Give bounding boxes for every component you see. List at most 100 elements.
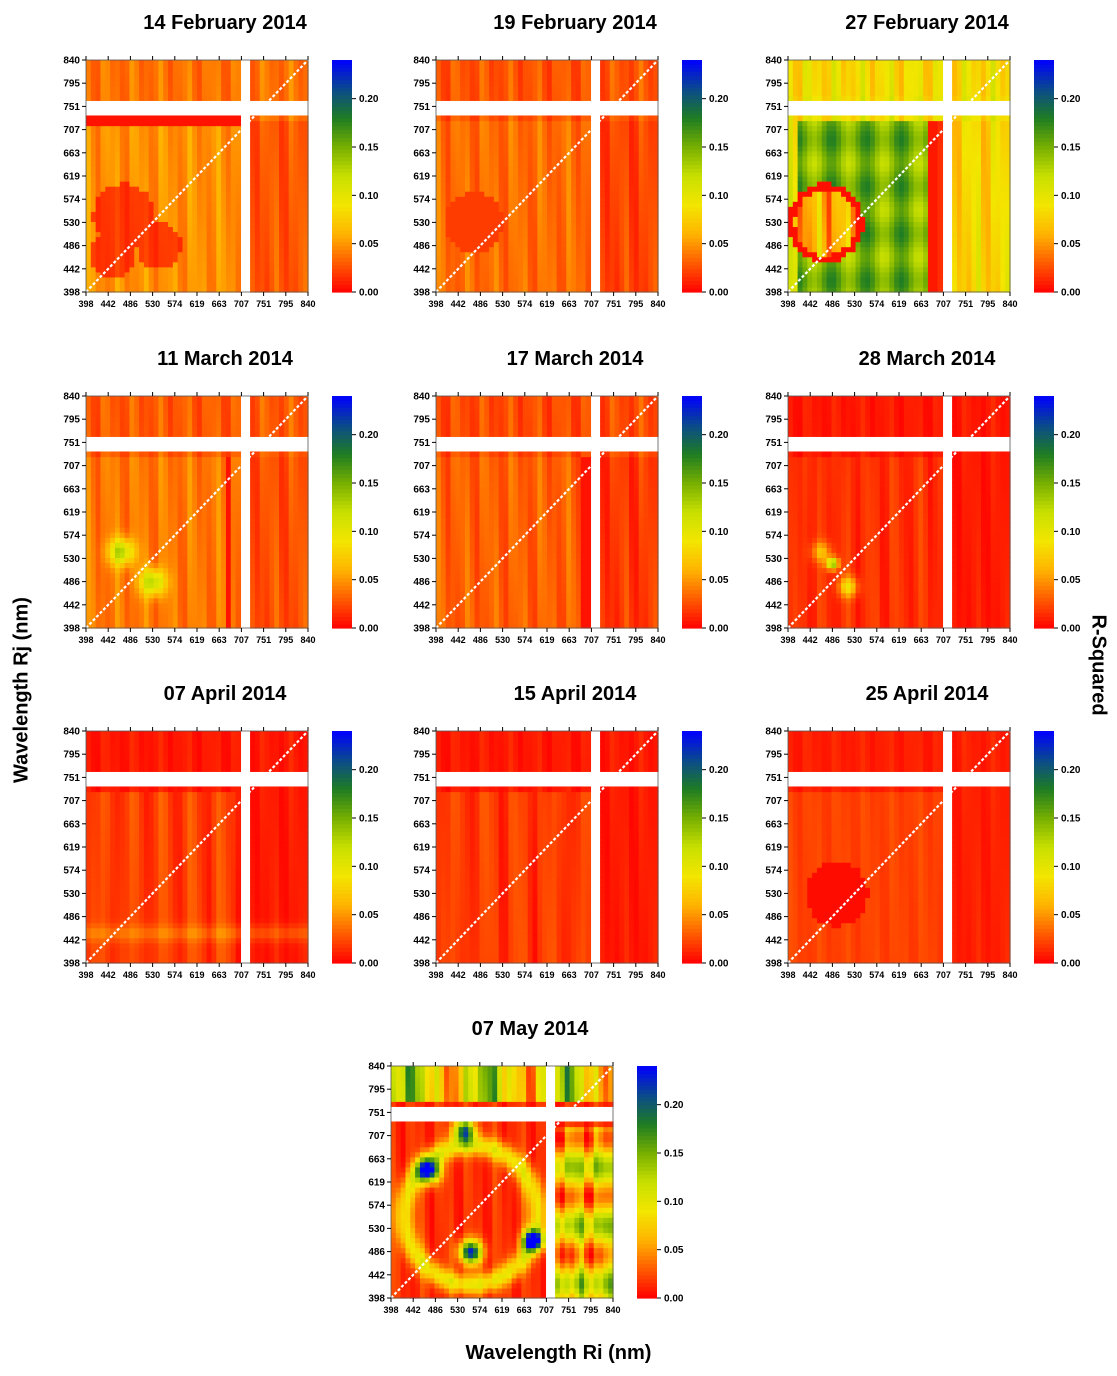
heatmap-cell: [826, 241, 833, 248]
heatmap-cell: [445, 150, 452, 157]
heatmap-cell: [551, 241, 558, 248]
heatmap-cell: [230, 115, 237, 122]
heatmap-cell: [172, 155, 179, 162]
heatmap-cell: [542, 90, 548, 96]
heatmap-cell: [580, 256, 587, 263]
heatmap-cell: [580, 125, 587, 132]
heatmap-cell: [614, 170, 620, 177]
heatmap-cell: [172, 261, 179, 268]
heatmap-cell: [551, 281, 558, 288]
heatmap-cell: [489, 125, 495, 132]
heatmap-cell: [575, 191, 582, 197]
heatmap-cell: [254, 191, 261, 197]
heatmap-cell: [216, 196, 222, 202]
heatmap-cell: [841, 90, 847, 96]
heatmap-cell: [802, 191, 808, 197]
heatmap-cell: [547, 191, 553, 197]
heatmap-cell: [850, 170, 857, 177]
heatmap-cell: [619, 256, 625, 263]
heatmap-cell: [124, 130, 131, 137]
heatmap-cell: [95, 130, 102, 137]
colorbar-swatch: [682, 129, 702, 135]
heatmap-cell: [274, 256, 280, 263]
heatmap-cell: [221, 70, 227, 76]
heatmap-cell: [532, 181, 538, 187]
heatmap-cell: [870, 140, 876, 147]
heatmap-cell: [580, 145, 587, 152]
heatmap-cell: [254, 165, 261, 172]
heatmap-cell: [114, 165, 121, 172]
colorbar-swatch: [332, 179, 352, 185]
heatmap-cell: [836, 191, 842, 197]
heatmap-cell: [551, 271, 558, 278]
heatmap-cell: [561, 140, 567, 147]
heatmap-cell: [484, 90, 490, 96]
heatmap-cell: [86, 201, 92, 207]
heatmap-cell: [86, 75, 92, 81]
heatmap-cell: [585, 181, 592, 187]
heatmap-cell: [532, 125, 538, 132]
heatmap-cell: [163, 231, 169, 238]
colorbar-swatch: [682, 257, 702, 262]
heatmap-cell: [884, 191, 890, 197]
heatmap-cell: [889, 150, 895, 157]
heatmap-cell: [522, 236, 529, 243]
heatmap-cell: [235, 165, 242, 172]
heatmap-cell: [86, 196, 92, 202]
heatmap-cell: [474, 80, 481, 86]
heatmap-cell: [221, 241, 227, 248]
heatmap-cell: [484, 145, 490, 152]
heatmap-cell: [172, 145, 179, 152]
colorbar-swatch: [682, 230, 702, 235]
heatmap-cell: [860, 140, 866, 147]
heatmap-cell: [788, 60, 794, 66]
heatmap-cell: [187, 226, 193, 233]
heatmap-cell: [177, 256, 184, 263]
heatmap-cell: [211, 221, 217, 228]
heatmap-cell: [279, 155, 285, 162]
heatmap-cell: [624, 125, 630, 132]
heatmap-cell: [609, 75, 616, 81]
heatmap-cell: [254, 216, 261, 222]
heatmap-cell: [585, 125, 592, 132]
heatmap-cell: [211, 165, 217, 172]
heatmap-cell: [119, 85, 126, 91]
heatmap-cell: [609, 261, 616, 268]
heatmap-cell: [792, 130, 799, 137]
heatmap-cell: [802, 211, 808, 217]
heatmap-cell: [542, 140, 548, 147]
heatmap-cell: [493, 60, 500, 66]
heatmap-cell: [879, 271, 886, 278]
heatmap-cell: [831, 216, 837, 222]
heatmap-cell: [518, 140, 524, 147]
heatmap-cell: [460, 95, 466, 101]
heatmap-cell: [604, 65, 611, 71]
heatmap-cell: [537, 226, 543, 233]
heatmap-cell: [653, 201, 659, 207]
heatmap-cell: [114, 241, 121, 248]
heatmap-cell: [527, 201, 534, 207]
heatmap-cell: [479, 130, 485, 137]
heatmap-cell: [816, 120, 823, 127]
heatmap-cell: [250, 135, 256, 142]
heatmap-cell: [532, 266, 538, 273]
heatmap-cell: [542, 256, 548, 263]
heatmap-cell: [604, 90, 611, 96]
heatmap-cell: [522, 140, 529, 147]
heatmap-cell: [874, 271, 881, 278]
heatmap-cell: [826, 186, 833, 192]
heatmap-cell: [648, 170, 654, 177]
heatmap-cell: [110, 130, 116, 137]
heatmap-cell: [870, 281, 876, 288]
heatmap-cell: [158, 276, 164, 283]
heatmap-cell: [230, 70, 237, 76]
heatmap-cell: [100, 271, 106, 278]
heatmap-cell: [614, 271, 620, 278]
heatmap-cell: [575, 216, 582, 222]
heatmap-cell: [836, 231, 842, 238]
heatmap-cell: [609, 176, 616, 182]
heatmap-cell: [250, 196, 256, 202]
heatmap-cell: [163, 95, 169, 101]
heatmap-cell: [259, 165, 266, 172]
heatmap-cell: [600, 155, 606, 162]
